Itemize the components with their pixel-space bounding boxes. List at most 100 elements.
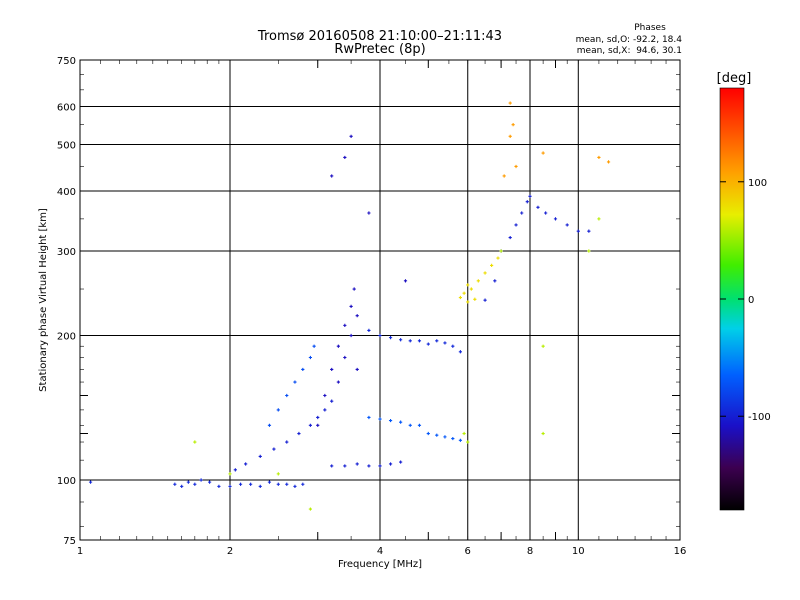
data-point bbox=[336, 344, 340, 348]
data-point bbox=[276, 408, 280, 412]
data-point bbox=[343, 155, 347, 160]
stats-line-o: mean, sd,O: -92.2, 18.4 bbox=[576, 35, 683, 45]
data-point bbox=[343, 323, 347, 327]
series-4 bbox=[330, 460, 403, 468]
data-point bbox=[388, 462, 393, 466]
data-point bbox=[316, 415, 320, 420]
data-point bbox=[285, 440, 289, 444]
colorbar-tick-label: 0 bbox=[748, 295, 754, 306]
data-point bbox=[378, 417, 382, 421]
data-point bbox=[301, 482, 305, 486]
data-point bbox=[502, 174, 506, 178]
data-point bbox=[496, 256, 500, 260]
data-point bbox=[466, 440, 470, 444]
data-point bbox=[399, 338, 403, 342]
data-point bbox=[316, 423, 320, 427]
y-tick-label: 100 bbox=[57, 476, 76, 487]
data-point bbox=[458, 350, 463, 354]
data-point bbox=[443, 341, 447, 345]
data-point bbox=[276, 472, 280, 476]
data-point bbox=[520, 211, 524, 215]
data-point bbox=[323, 408, 327, 412]
series-9 bbox=[502, 101, 611, 178]
data-point bbox=[466, 300, 470, 304]
data-point bbox=[435, 339, 439, 343]
x-tick-label: 8 bbox=[527, 546, 533, 557]
data-point bbox=[180, 484, 184, 488]
data-point bbox=[330, 464, 334, 468]
data-point bbox=[458, 438, 463, 442]
chart-title: Tromsø 20160508 21:10:00–21:11:43 bbox=[257, 29, 502, 44]
data-point bbox=[355, 367, 359, 372]
data-point bbox=[349, 333, 353, 338]
data-point bbox=[536, 205, 540, 209]
data-point bbox=[272, 447, 276, 451]
series-1 bbox=[233, 399, 334, 472]
data-point bbox=[508, 235, 512, 240]
data-point bbox=[349, 304, 353, 308]
data-point bbox=[511, 123, 515, 127]
data-point bbox=[408, 339, 412, 343]
data-point bbox=[499, 249, 503, 253]
data-point bbox=[238, 482, 243, 486]
series-7 bbox=[458, 256, 500, 304]
data-point bbox=[330, 174, 334, 178]
x-tick-labels: 1 2 4 6 8 10 16 bbox=[77, 546, 687, 557]
colorbar-tick-label: 100 bbox=[748, 178, 767, 189]
data-point bbox=[426, 342, 430, 346]
data-point bbox=[403, 279, 408, 283]
data-point bbox=[469, 287, 473, 291]
data-point bbox=[293, 484, 297, 488]
y-axis-label: Stationary phase Virtual Height [km] bbox=[38, 208, 49, 392]
data-point bbox=[451, 436, 455, 441]
data-point bbox=[541, 344, 545, 348]
colorbar-tick-label: -100 bbox=[748, 412, 771, 423]
data-point bbox=[544, 211, 548, 215]
data-point bbox=[88, 480, 93, 484]
y-tick-labels: 75 100 200 300 400 500 600 750 bbox=[57, 56, 76, 547]
data-point bbox=[473, 297, 477, 301]
data-point bbox=[207, 480, 212, 484]
data-point bbox=[483, 298, 487, 302]
data-point bbox=[276, 482, 280, 486]
data-point bbox=[587, 229, 591, 233]
data-point bbox=[508, 134, 512, 138]
data-point bbox=[193, 440, 197, 444]
data-point bbox=[228, 484, 232, 488]
data-point bbox=[462, 431, 466, 436]
data-point bbox=[355, 314, 359, 318]
data-point bbox=[466, 283, 470, 287]
data-point bbox=[541, 431, 545, 436]
data-point bbox=[541, 151, 545, 155]
data-point bbox=[597, 155, 601, 160]
series-0 bbox=[88, 478, 305, 488]
data-point bbox=[417, 339, 422, 343]
data-point bbox=[576, 229, 580, 233]
data-points bbox=[88, 101, 611, 511]
data-point bbox=[285, 393, 289, 398]
data-point bbox=[308, 355, 313, 360]
y-tick-label: 400 bbox=[57, 187, 76, 198]
data-point bbox=[297, 431, 301, 436]
series-2 bbox=[267, 344, 316, 427]
data-point bbox=[606, 160, 611, 164]
series-10 bbox=[330, 134, 408, 283]
data-point bbox=[293, 380, 297, 384]
data-point bbox=[199, 478, 203, 482]
data-point bbox=[193, 482, 197, 486]
data-point bbox=[267, 423, 272, 427]
x-tick-label: 6 bbox=[465, 546, 471, 557]
y-tick-label: 600 bbox=[57, 103, 76, 114]
data-point bbox=[323, 393, 327, 398]
data-point bbox=[514, 164, 518, 169]
data-point bbox=[249, 482, 253, 486]
data-point bbox=[597, 217, 601, 221]
series-11 bbox=[193, 217, 601, 511]
data-point bbox=[308, 507, 313, 511]
y-tick-label: 500 bbox=[57, 141, 76, 152]
data-point bbox=[336, 380, 340, 384]
x-tick-label: 2 bbox=[227, 546, 233, 557]
stats-title: Phases bbox=[634, 23, 666, 33]
data-point bbox=[217, 484, 221, 488]
